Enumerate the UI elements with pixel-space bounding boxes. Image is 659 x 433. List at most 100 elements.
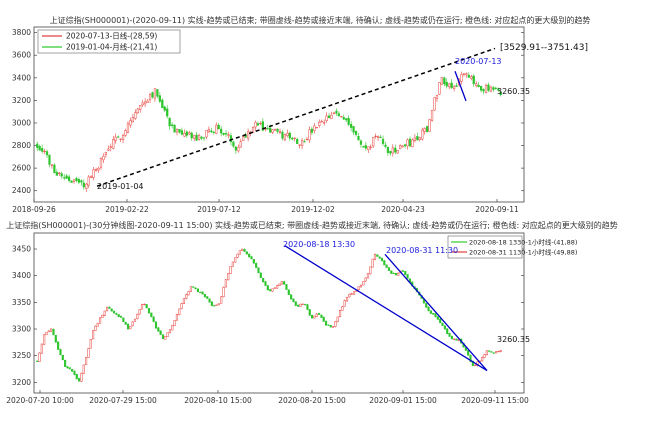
candle-0-23 xyxy=(92,167,95,181)
candle-1-153 xyxy=(392,272,395,275)
candle-0-32 xyxy=(114,133,117,144)
intraday-peak-label-1: 2020-08-18 13:30 xyxy=(283,240,355,249)
candle-1-29 xyxy=(103,310,106,317)
candle-1-28 xyxy=(101,314,104,319)
y-tick-label-1-5: 3450 xyxy=(12,245,31,254)
candle-0-136 xyxy=(369,144,372,150)
candle-1-134 xyxy=(348,293,351,298)
candle-0-25 xyxy=(97,166,100,173)
candle-1-10 xyxy=(59,348,62,356)
candle-1-152 xyxy=(390,270,393,274)
candle-0-77 xyxy=(224,129,228,138)
intraday-chart-panel: 上证综指(SH000001)-(30分钟线图-2020-09-11 15:00)… xyxy=(6,220,618,405)
candle-1-104 xyxy=(278,283,281,287)
candle-1-179 xyxy=(453,338,456,340)
candle-0-180 xyxy=(477,82,480,88)
candle-1-46 xyxy=(143,303,146,306)
x-tick-label-1-3: 2020-08-20 15:00 xyxy=(278,396,346,405)
candle-0-89 xyxy=(254,120,257,131)
candle-1-140 xyxy=(362,281,365,286)
candle-1-116 xyxy=(306,303,309,311)
y-tick-label-0-7: 3800 xyxy=(12,28,31,37)
candle-1-75 xyxy=(210,301,213,307)
candle-0-142 xyxy=(384,141,387,149)
candle-1-154 xyxy=(394,273,398,276)
candle-1-54 xyxy=(161,333,165,340)
candle-1-80 xyxy=(222,286,225,298)
candle-1-77 xyxy=(215,304,218,306)
candle-0-135 xyxy=(367,146,370,154)
candle-0-159 xyxy=(426,125,429,133)
candle-0-102 xyxy=(286,129,289,138)
trend-line-0-0 xyxy=(96,47,496,187)
candle-0-108 xyxy=(300,138,304,150)
candle-1-184 xyxy=(464,346,467,352)
daily-trend-lines xyxy=(96,47,496,187)
candle-1-86 xyxy=(236,253,239,259)
candle-0-81 xyxy=(234,145,237,154)
intraday-chart-title: 上证综指(SH000001)-(30分钟线图-2020-09-11 15:00)… xyxy=(6,220,617,230)
x-tick-label-0-1: 2019-02-22 xyxy=(105,205,149,214)
daily-last-value: 3260.35 xyxy=(497,87,530,96)
candle-0-70 xyxy=(207,126,211,133)
candle-1-70 xyxy=(199,291,202,293)
candle-1-93 xyxy=(252,259,255,264)
daily-x-axis: 2018-09-26 2019-02-22 2019-07-12 2019-12-02… xyxy=(12,199,519,214)
candle-0-56 xyxy=(173,124,176,133)
candle-1-21 xyxy=(85,357,88,365)
candle-1-191 xyxy=(481,356,484,362)
candle-0-3 xyxy=(43,148,46,155)
y-tick-label-0-5: 3400 xyxy=(12,73,31,82)
candle-1-61 xyxy=(178,308,181,316)
candle-0-34 xyxy=(119,138,122,142)
candle-1-39 xyxy=(126,323,130,330)
candle-0-188 xyxy=(497,87,500,92)
candle-0-61 xyxy=(185,130,188,138)
candle-0-138 xyxy=(374,133,377,139)
candle-0-128 xyxy=(350,121,353,132)
candle-0-185 xyxy=(489,85,493,93)
candle-1-143 xyxy=(369,266,372,275)
candle-0-82 xyxy=(237,144,240,153)
candle-0-36 xyxy=(124,128,127,137)
intraday-x-axis: 2020-07-20 10:00 2020-07-29 15:00 2020-08-… xyxy=(6,390,529,405)
candle-0-132 xyxy=(359,139,363,148)
candle-1-9 xyxy=(57,341,60,350)
candle-1-36 xyxy=(119,315,123,318)
candle-0-91 xyxy=(259,121,262,126)
candle-0-30 xyxy=(109,143,112,152)
y-tick-label-1-0: 3200 xyxy=(12,378,31,387)
candle-1-197 xyxy=(495,350,498,354)
candle-1-32 xyxy=(110,308,113,312)
candle-1-196 xyxy=(492,352,495,354)
candle-1-89 xyxy=(243,248,246,252)
candle-1-112 xyxy=(297,304,300,308)
candle-0-175 xyxy=(465,72,468,78)
candle-0-176 xyxy=(467,72,470,78)
candle-1-64 xyxy=(185,293,188,300)
candle-0-66 xyxy=(197,133,201,141)
candle-1-30 xyxy=(105,306,109,312)
candle-1-26 xyxy=(96,322,99,327)
candle-1-22 xyxy=(87,347,90,358)
candle-1-3 xyxy=(43,333,46,345)
y-tick-label-1-4: 3400 xyxy=(12,271,31,280)
candle-0-117 xyxy=(323,119,326,126)
candle-1-72 xyxy=(203,293,206,298)
candle-1-37 xyxy=(122,317,125,323)
candle-1-35 xyxy=(117,314,120,318)
candle-0-153 xyxy=(411,138,414,148)
candle-1-18 xyxy=(78,377,81,382)
y-tick-label-1-1: 3250 xyxy=(12,351,31,360)
daily-chart-panel: 上证综指(SH000001)-(2020-09-11) 实线-趋势或已结束; 带… xyxy=(12,15,590,214)
candle-1-34 xyxy=(115,312,118,316)
candle-1-186 xyxy=(469,354,472,363)
candle-0-115 xyxy=(318,119,321,128)
candle-0-75 xyxy=(220,125,223,137)
x-tick-label-0-2: 2019-07-12 xyxy=(197,205,241,214)
candle-0-7 xyxy=(53,163,56,174)
candle-0-125 xyxy=(342,114,345,120)
candle-1-42 xyxy=(133,318,137,322)
candle-1-194 xyxy=(488,350,491,353)
candle-0-170 xyxy=(453,84,456,92)
